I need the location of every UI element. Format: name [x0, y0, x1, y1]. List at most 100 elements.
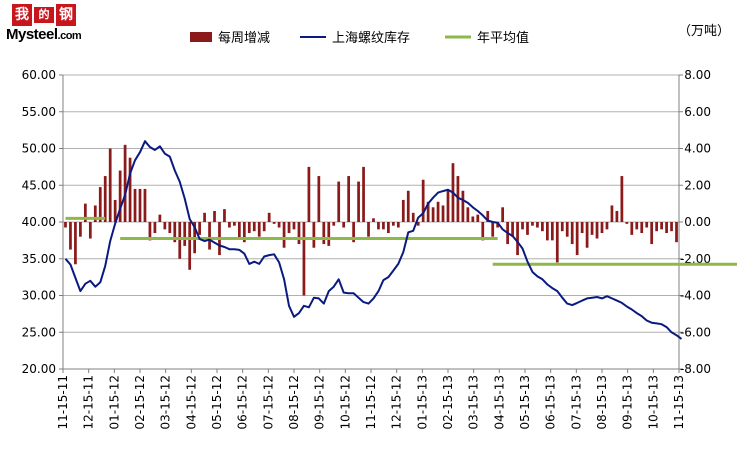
weekly-change-bar — [79, 222, 82, 237]
x-tick-label: 12-15-11 — [82, 375, 96, 429]
weekly-change-bar — [655, 222, 659, 232]
weekly-change-bar — [545, 222, 549, 241]
weekly-change-bar — [262, 222, 266, 232]
weekly-change-bar — [421, 179, 425, 222]
weekly-change-bar — [461, 190, 465, 222]
weekly-change-bar — [595, 222, 599, 239]
legend-label-bar: 每周增减 — [218, 30, 270, 46]
weekly-change-bar — [237, 222, 241, 239]
weekly-change-bar — [267, 212, 271, 222]
right-tick-label: 8.00 — [684, 68, 711, 82]
right-tick-label: -6.00 — [680, 325, 711, 339]
x-tick-label: 11-15-11 — [56, 375, 70, 429]
weekly-change-bar — [426, 201, 430, 222]
weekly-change-bar — [138, 188, 142, 222]
x-tick-label: 01-15-13 — [415, 375, 429, 429]
weekly-change-bar — [357, 181, 360, 222]
weekly-change-bar — [670, 222, 673, 232]
weekly-change-bar — [272, 222, 276, 224]
x-tick-label: 07-15-13 — [569, 375, 583, 429]
right-tick-label: 6.00 — [684, 105, 711, 119]
weekly-change-bar — [501, 207, 505, 222]
weekly-change-bar — [377, 222, 380, 230]
weekly-change-bar — [590, 222, 594, 235]
weekly-change-bar — [565, 222, 569, 237]
weekly-change-bar — [307, 166, 311, 222]
x-tick-label: 06-15-12 — [236, 375, 250, 429]
weekly-change-bar — [372, 218, 375, 222]
right-tick-label: -8.00 — [680, 362, 711, 376]
weekly-change-bar — [526, 222, 529, 235]
weekly-change-bar — [625, 222, 629, 224]
x-tick-label: 10-15-13 — [646, 375, 660, 429]
weekly-change-bar — [541, 222, 544, 232]
weekly-change-bar — [118, 170, 122, 222]
weekly-change-bar — [615, 210, 619, 222]
weekly-change-bar — [242, 222, 246, 243]
weekly-change-bar — [183, 222, 187, 246]
legend-label-line: 上海螺纹库存 — [332, 30, 410, 46]
weekly-change-bar — [64, 222, 67, 228]
weekly-change-bar — [396, 222, 400, 228]
weekly-change-bar — [580, 222, 584, 234]
weekly-change-bar — [287, 222, 291, 234]
weekly-change-bar — [387, 222, 390, 234]
weekly-change-bar — [640, 222, 644, 234]
weekly-change-bar — [536, 222, 539, 228]
left-tick-label: 60.00 — [22, 68, 56, 82]
weekly-change-bar — [123, 144, 127, 222]
weekly-change-bar — [645, 222, 649, 228]
weekly-change-bar — [153, 222, 157, 234]
x-tick-label: 05-15-13 — [518, 375, 532, 429]
weekly-change-bar — [347, 176, 351, 222]
right-tick-label: 4.00 — [684, 142, 711, 156]
weekly-change-bar — [133, 188, 137, 222]
left-tick-label: 45.00 — [22, 178, 56, 192]
weekly-change-bar — [312, 222, 316, 248]
weekly-change-bar — [257, 222, 261, 237]
weekly-change-bar — [630, 222, 634, 235]
weekly-change-bar — [178, 222, 182, 259]
x-tick-label: 06-15-13 — [544, 375, 558, 429]
legend-label-average: 年平均值 — [477, 30, 529, 46]
weekly-change-bar — [675, 222, 678, 243]
weekly-change-bar — [297, 222, 301, 245]
weekly-change-bar — [531, 222, 534, 226]
left-tick-label: 20.00 — [22, 362, 56, 376]
x-tick-label: 09-15-12 — [313, 375, 327, 429]
x-tick-label: 09-15-13 — [621, 375, 635, 429]
mysteel-logo: 我 的 钢铁 Mysteel.com — [4, 4, 90, 52]
weekly-change-bar — [441, 205, 445, 222]
weekly-change-bar — [108, 148, 112, 222]
weekly-change-bar — [322, 222, 326, 245]
x-tick-label: 08-15-13 — [595, 375, 609, 429]
weekly-change-bar — [511, 222, 514, 237]
weekly-change-bar — [282, 222, 286, 248]
weekly-change-bar — [277, 222, 281, 228]
x-tick-label: 12-15-12 — [390, 375, 404, 429]
weekly-change-bar — [188, 222, 192, 270]
left-tick-label: 25.00 — [22, 325, 56, 339]
weekly-change-bar — [113, 199, 117, 222]
inventory-line — [64, 140, 683, 340]
weekly-change-bar — [337, 181, 341, 222]
left-tick-label: 30.00 — [22, 289, 56, 303]
weekly-change-bar — [83, 203, 87, 222]
weekly-change-bar — [521, 222, 524, 230]
weekly-change-bar — [93, 205, 97, 222]
x-tick-label: 01-15-12 — [107, 375, 121, 429]
left-tick-label: 55.00 — [22, 105, 56, 119]
logo-char-2: 的 — [34, 7, 54, 23]
weekly-change-bar — [342, 222, 346, 228]
weekly-change-bar — [486, 210, 490, 222]
weekly-change-bar — [148, 222, 152, 241]
weekly-change-bar — [466, 207, 470, 222]
weekly-change-bar — [560, 222, 564, 232]
weekly-change-bar — [203, 212, 206, 222]
weekly-change-bar — [610, 205, 614, 222]
weekly-change-bar — [173, 222, 177, 243]
weekly-change-bar — [168, 222, 172, 234]
weekly-change-bar — [401, 199, 405, 222]
right-tick-label: -4.00 — [680, 289, 711, 303]
weekly-change-bar — [382, 222, 385, 230]
